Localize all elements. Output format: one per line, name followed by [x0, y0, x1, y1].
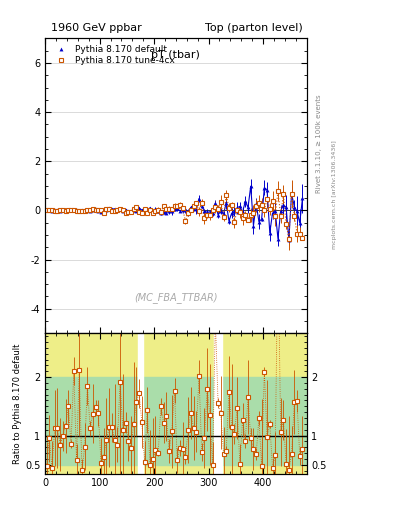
Text: mcplots.cern.ch [arXiv:1306.3436]: mcplots.cern.ch [arXiv:1306.3436] — [332, 140, 337, 249]
Text: pT (tbar): pT (tbar) — [151, 50, 200, 60]
Pythia 8.170 tune-4cx — [90, 206, 95, 212]
Pythia 8.170 tune-4cx — [224, 192, 229, 198]
Pythia 8.170 tune-4cx — [219, 199, 223, 205]
Pythia 8.170 default — [55, 207, 60, 213]
Pythia 8.170 tune-4cx — [232, 219, 237, 225]
Pythia 8.170 default — [248, 183, 253, 189]
Pythia 8.170 tune-4cx — [300, 235, 305, 241]
Pythia 8.170 default — [90, 207, 95, 214]
Pythia 8.170 tune-4cx — [286, 236, 291, 242]
Text: Rivet 3.1.10, ≥ 100k events: Rivet 3.1.10, ≥ 100k events — [316, 94, 322, 193]
Text: (MC_FBA_TTBAR): (MC_FBA_TTBAR) — [134, 292, 218, 303]
Pythia 8.170 default — [286, 237, 291, 243]
Line: Pythia 8.170 tune-4cx: Pythia 8.170 tune-4cx — [44, 189, 305, 241]
Legend: Pythia 8.170 default, Pythia 8.170 tune-4cx: Pythia 8.170 default, Pythia 8.170 tune-… — [50, 43, 177, 67]
Pythia 8.170 default — [224, 200, 229, 206]
Pythia 8.170 tune-4cx — [55, 208, 60, 214]
Pythia 8.170 tune-4cx — [275, 188, 280, 194]
Pythia 8.170 default — [219, 208, 223, 214]
Pythia 8.170 default — [300, 195, 305, 201]
Pythia 8.170 tune-4cx — [235, 206, 239, 212]
Pythia 8.170 default — [44, 207, 49, 213]
Line: Pythia 8.170 default: Pythia 8.170 default — [45, 184, 305, 242]
Text: 1960 GeV ppbar: 1960 GeV ppbar — [51, 23, 142, 33]
Pythia 8.170 default — [232, 208, 237, 215]
Text: Top (parton level): Top (parton level) — [205, 23, 303, 33]
Pythia 8.170 default — [235, 205, 239, 211]
Pythia 8.170 tune-4cx — [44, 207, 49, 213]
Y-axis label: Ratio to Pythia 8.170 default: Ratio to Pythia 8.170 default — [13, 343, 22, 463]
